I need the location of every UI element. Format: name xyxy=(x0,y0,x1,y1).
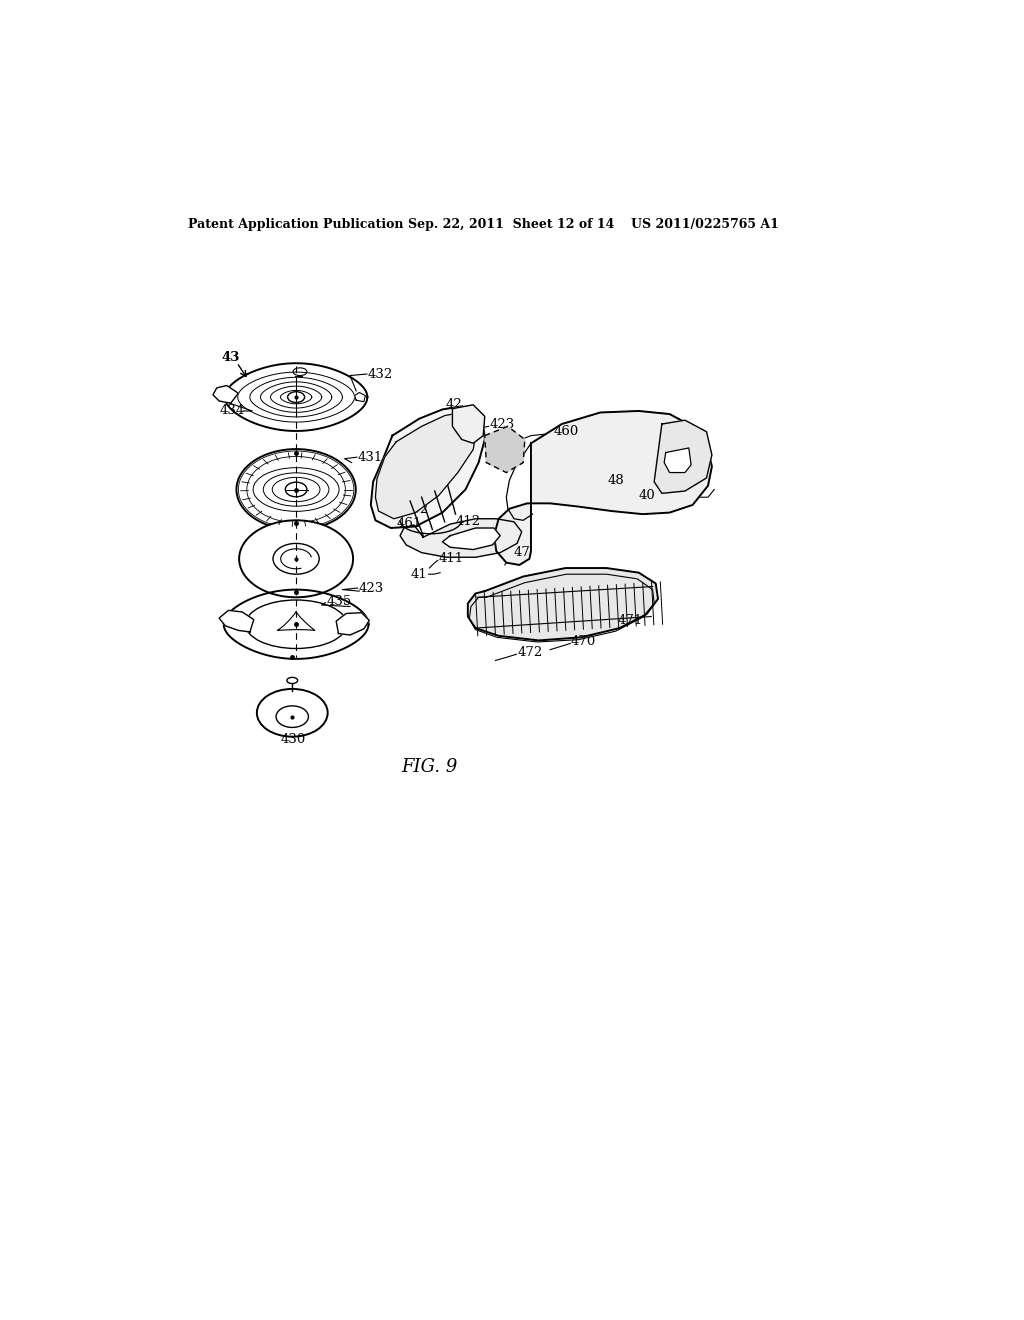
Text: 43: 43 xyxy=(221,351,240,363)
Polygon shape xyxy=(484,426,524,473)
Text: 412: 412 xyxy=(456,515,480,528)
Text: 423: 423 xyxy=(489,418,515,432)
Ellipse shape xyxy=(287,677,298,684)
Text: FIG. 9: FIG. 9 xyxy=(401,758,458,776)
Polygon shape xyxy=(219,610,254,632)
Text: 431: 431 xyxy=(357,450,383,463)
Text: 41: 41 xyxy=(411,568,428,581)
Ellipse shape xyxy=(237,449,355,529)
Polygon shape xyxy=(354,392,366,401)
Text: 434: 434 xyxy=(219,404,245,417)
Text: 471: 471 xyxy=(617,614,642,627)
Text: Sep. 22, 2011  Sheet 12 of 14: Sep. 22, 2011 Sheet 12 of 14 xyxy=(408,218,614,231)
Text: 432: 432 xyxy=(368,367,393,380)
Polygon shape xyxy=(376,412,477,519)
Text: 435: 435 xyxy=(326,594,351,607)
Polygon shape xyxy=(442,528,500,549)
Text: US 2011/0225765 A1: US 2011/0225765 A1 xyxy=(631,218,779,231)
Polygon shape xyxy=(453,405,484,444)
Polygon shape xyxy=(213,385,239,404)
Text: 463: 463 xyxy=(414,490,439,502)
Polygon shape xyxy=(336,612,370,635)
Ellipse shape xyxy=(240,520,353,598)
Text: 411: 411 xyxy=(438,552,464,565)
Text: 472: 472 xyxy=(517,647,543,659)
Polygon shape xyxy=(371,407,484,528)
Polygon shape xyxy=(665,447,691,473)
Text: 48: 48 xyxy=(608,474,625,487)
Ellipse shape xyxy=(257,689,328,737)
Text: 461: 461 xyxy=(397,517,422,529)
Polygon shape xyxy=(654,420,712,494)
Text: 40: 40 xyxy=(639,490,655,502)
Polygon shape xyxy=(494,411,712,565)
Polygon shape xyxy=(400,519,521,557)
Text: 42: 42 xyxy=(445,399,462,412)
Text: 47: 47 xyxy=(514,546,530,560)
Text: 460: 460 xyxy=(554,425,580,438)
Ellipse shape xyxy=(286,482,307,496)
Text: 422: 422 xyxy=(417,462,442,474)
Text: Patent Application Publication: Patent Application Publication xyxy=(188,218,403,231)
Ellipse shape xyxy=(273,544,319,574)
Ellipse shape xyxy=(288,392,304,403)
Text: 423: 423 xyxy=(358,582,384,594)
Ellipse shape xyxy=(276,706,308,727)
Text: 470: 470 xyxy=(571,635,596,648)
Ellipse shape xyxy=(293,368,307,376)
Text: 462: 462 xyxy=(403,503,428,516)
Text: 414: 414 xyxy=(453,537,477,550)
Text: 430: 430 xyxy=(281,733,306,746)
Polygon shape xyxy=(468,568,658,640)
